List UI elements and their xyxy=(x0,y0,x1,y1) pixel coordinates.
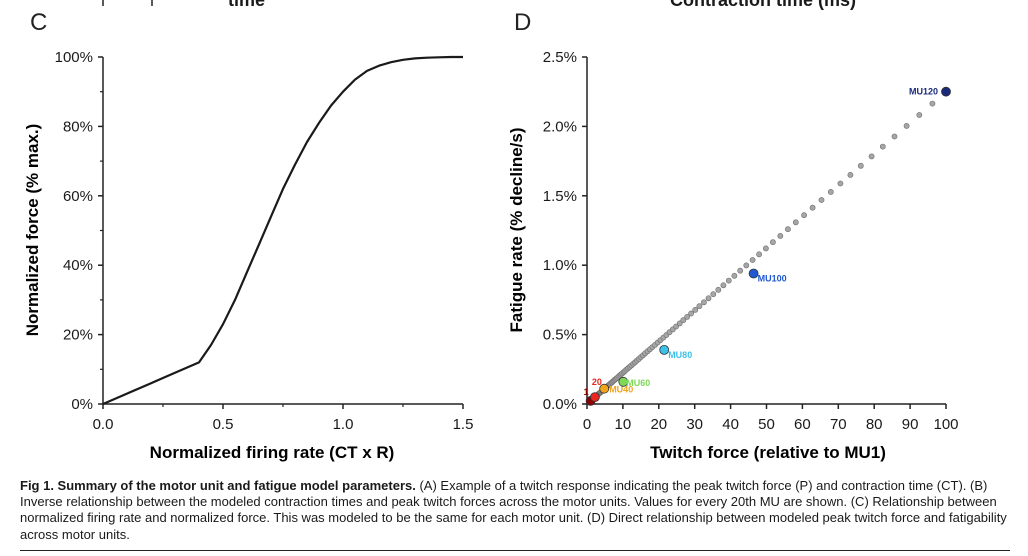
top-fragment-left: time xyxy=(228,0,265,10)
panel-d-chart: Fatigue rate (% decline/s) Twitch force … xyxy=(507,49,959,462)
panel-d-highlight-label: MU120 xyxy=(909,87,938,97)
panel-letter-c: C xyxy=(30,9,47,36)
panel-d-ytick-label: 1.0% xyxy=(543,257,577,274)
panel-d-xtick-label: 0 xyxy=(583,416,591,433)
panel-d-point xyxy=(743,262,750,269)
panel-c-xtick-label: 0.5 xyxy=(213,416,234,433)
panel-c-chart: Normalized force (% max.) Normalized fir… xyxy=(23,49,473,462)
panel-d-ytick-label: 0.0% xyxy=(543,396,577,413)
panel-d-xlabel: Twitch force (relative to MU1) xyxy=(650,443,886,462)
panel-d-point xyxy=(705,295,712,302)
panel-d-xtick-label: 50 xyxy=(758,416,775,433)
panel-c-xtick-label: 1.0 xyxy=(333,416,354,433)
caption-divider xyxy=(20,550,1010,551)
panel-d-point xyxy=(710,291,717,298)
panel-d-point xyxy=(809,204,816,211)
panel-c-ytick-label: 100% xyxy=(55,49,93,66)
panel-d-point xyxy=(725,277,732,284)
panel-c-ylabel: Normalized force (% max.) xyxy=(23,124,42,337)
panel-d-point xyxy=(749,257,756,263)
panel-d-point xyxy=(847,171,854,178)
panel-d-xtick-label: 40 xyxy=(722,416,739,433)
panel-d-point xyxy=(801,212,807,219)
panel-d-point xyxy=(929,100,936,107)
panel-c-ytick-label: 80% xyxy=(63,118,93,135)
panel-letter-d: D xyxy=(514,9,531,36)
panel-d-highlight-label: MU100 xyxy=(758,274,787,284)
panel-d-xtick-label: 80 xyxy=(866,416,883,433)
panel-d-point xyxy=(720,282,727,289)
panel-c-ytick-label: 0% xyxy=(71,396,93,413)
figure-panels: time Contraction time (ms) C D Normalize… xyxy=(23,0,959,462)
panel-d-highlight-mu60 xyxy=(618,376,629,387)
panel-d-highlight-label: 1 xyxy=(584,387,589,397)
panel-d-xtick-label: 30 xyxy=(686,416,703,433)
panel-d-point xyxy=(837,180,844,187)
panel-d-ytick-label: 0.5% xyxy=(543,327,577,344)
panel-d-xtick-label: 60 xyxy=(794,416,811,433)
figure-caption: Fig 1. Summary of the motor unit and fat… xyxy=(20,478,1010,543)
panel-d-xtick-label: 100 xyxy=(933,416,958,433)
panel-d-point xyxy=(916,112,923,118)
panel-d-ytick-label: 1.5% xyxy=(543,188,577,205)
panel-d-point xyxy=(827,188,834,195)
panel-d-point xyxy=(777,232,784,239)
panel-d-highlight-20 xyxy=(590,392,600,403)
panel-d-point xyxy=(676,320,683,327)
panel-d-xtick-label: 20 xyxy=(650,416,667,433)
panel-d-point xyxy=(770,239,776,246)
caption-label: Fig 1. Summary of the motor unit and fat… xyxy=(20,478,416,493)
panel-d-point xyxy=(868,153,875,160)
panel-d-ytick-label: 2.0% xyxy=(543,118,577,135)
panel-d-point xyxy=(692,306,699,313)
panel-d-highlight-label: MU80 xyxy=(668,350,692,360)
panel-d-highlight-label: MU40 xyxy=(609,385,633,395)
panel-d-point xyxy=(715,286,722,293)
panel-d-point xyxy=(756,251,762,258)
panel-d-point xyxy=(696,303,703,310)
panel-d-point xyxy=(673,323,679,330)
panel-d-highlight-label: 20 xyxy=(592,377,602,387)
panel-c-force-curve xyxy=(102,55,463,406)
panel-d-point xyxy=(701,299,707,306)
panel-d-point xyxy=(903,123,910,129)
panel-c-ytick-label: 40% xyxy=(63,257,93,274)
panel-d-point xyxy=(737,267,744,274)
panel-d-point xyxy=(857,162,864,169)
panel-d-highlight-mu100 xyxy=(748,268,759,279)
panel-d-point xyxy=(684,313,690,320)
panel-d-point xyxy=(763,245,769,252)
panel-d-xtick-label: 70 xyxy=(830,416,847,433)
panel-d-highlight-label: MU60 xyxy=(626,378,650,388)
panel-d-point xyxy=(688,310,694,317)
panel-d-ylabel: Fatigue rate (% decline/s) xyxy=(507,128,526,333)
panel-d-point xyxy=(879,143,886,150)
panel-d-point xyxy=(818,197,825,203)
panel-d-highlight-mu120 xyxy=(941,86,951,97)
panel-d-point xyxy=(792,219,799,226)
panel-c-ytick-label: 60% xyxy=(63,188,93,205)
panel-c-xtick-label: 0.0 xyxy=(93,416,114,433)
panel-c-xtick-label: 1.5 xyxy=(453,416,474,433)
panel-d-ytick-label: 2.5% xyxy=(543,49,577,66)
panel-d-xtick-label: 90 xyxy=(902,416,919,433)
panel-d-point xyxy=(891,133,898,140)
panel-d-highlight-mu40 xyxy=(599,383,610,394)
panel-c-xlabel: Normalized firing rate (CT x R) xyxy=(150,443,395,462)
panel-d-point xyxy=(731,272,738,279)
panel-d-xtick-label: 10 xyxy=(615,416,632,433)
panel-d-highlight-mu80 xyxy=(659,344,670,355)
panel-d-point xyxy=(680,317,687,324)
panel-d-point xyxy=(785,226,791,233)
top-fragment-right: Contraction time (ms) xyxy=(670,0,856,10)
panel-c-ytick-label: 20% xyxy=(63,327,93,344)
caption-text: (A) Example of a twitch response indicat… xyxy=(20,478,1007,542)
